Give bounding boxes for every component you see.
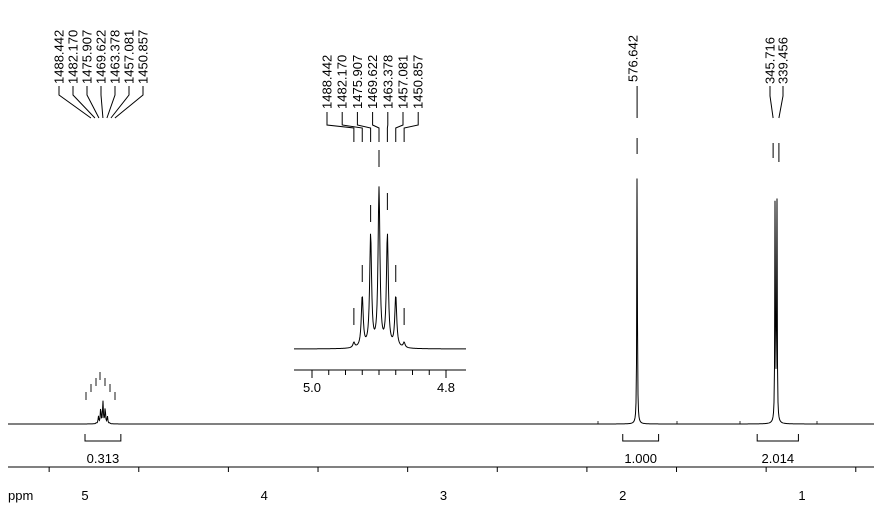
spectrum-trace <box>8 178 874 425</box>
peak-label: 339.456 <box>776 37 791 84</box>
peak-label: 1475.907 <box>350 55 365 109</box>
peak-label: 1457.081 <box>122 30 137 84</box>
peak-label-leader <box>58 86 92 119</box>
peak-label-leader <box>114 86 144 119</box>
x-tick-label: 1 <box>798 488 805 503</box>
inset-spectrum-trace <box>294 186 466 350</box>
peak-label-leader <box>778 86 784 119</box>
peak-label-leader <box>72 86 96 119</box>
inset-peak-label-leader <box>372 112 380 142</box>
x-tick-label: 2 <box>619 488 626 503</box>
peak-label: 1469.622 <box>365 55 380 109</box>
peak-label-leader <box>106 86 116 119</box>
peak-label-leader <box>769 86 774 119</box>
x-tick-label: 3 <box>440 488 447 503</box>
integral-bracket <box>756 434 799 442</box>
peak-label: 576.642 <box>626 35 641 82</box>
inset-peak-label-leader <box>403 112 419 142</box>
integral-bracket <box>84 434 122 442</box>
peak-label: 1469.622 <box>94 30 109 84</box>
peak-label-leader <box>86 86 100 119</box>
integral-value: 2.014 <box>762 451 795 466</box>
peak-label: 345.716 <box>763 37 778 84</box>
inset-peak-label-leader <box>356 112 372 142</box>
integral-bracket <box>622 434 660 442</box>
integral-value: 0.313 <box>87 451 120 466</box>
peak-label: 1463.378 <box>380 55 395 109</box>
peak-label: 1450.857 <box>411 55 426 109</box>
peak-label-leader <box>110 86 130 119</box>
peak-label: 1475.907 <box>80 30 95 84</box>
peak-label: 1482.170 <box>66 30 81 84</box>
x-tick-label: 4 <box>261 488 268 503</box>
inset-peak-label-leader <box>341 112 363 142</box>
peak-label: 1463.378 <box>108 30 123 84</box>
peak-label: 1482.170 <box>335 55 350 109</box>
peak-label: 1488.442 <box>52 30 67 84</box>
peak-label: 1488.442 <box>320 55 335 109</box>
inset-x-tick-label: 5.0 <box>303 380 321 395</box>
x-axis-label: ppm <box>8 488 33 503</box>
inset-x-tick-label: 4.8 <box>437 380 455 395</box>
peak-label: 1457.081 <box>396 55 411 109</box>
peak-label: 1450.857 <box>136 30 151 84</box>
integral-value: 1.000 <box>624 451 657 466</box>
inset-peak-label-leader <box>395 112 404 142</box>
x-tick-label: 5 <box>81 488 88 503</box>
inset-peak-label-leader <box>326 112 355 142</box>
peak-label-leader <box>100 86 104 119</box>
